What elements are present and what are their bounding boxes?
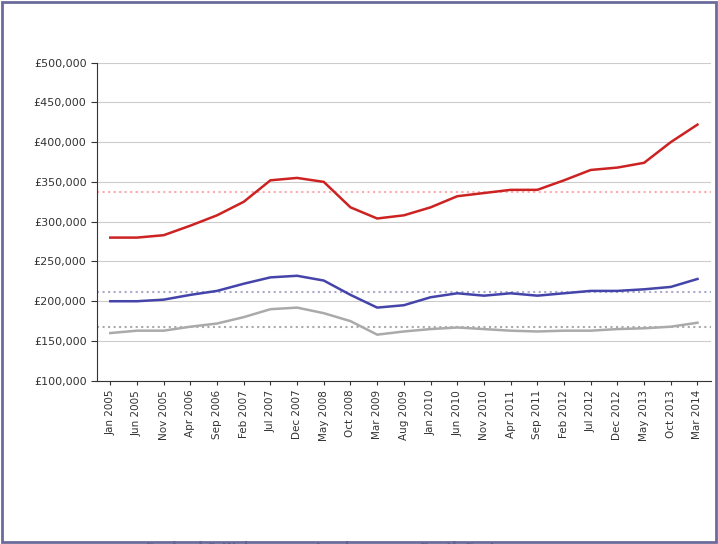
- Text: Regional average house prices: Regional average house prices: [178, 18, 540, 39]
